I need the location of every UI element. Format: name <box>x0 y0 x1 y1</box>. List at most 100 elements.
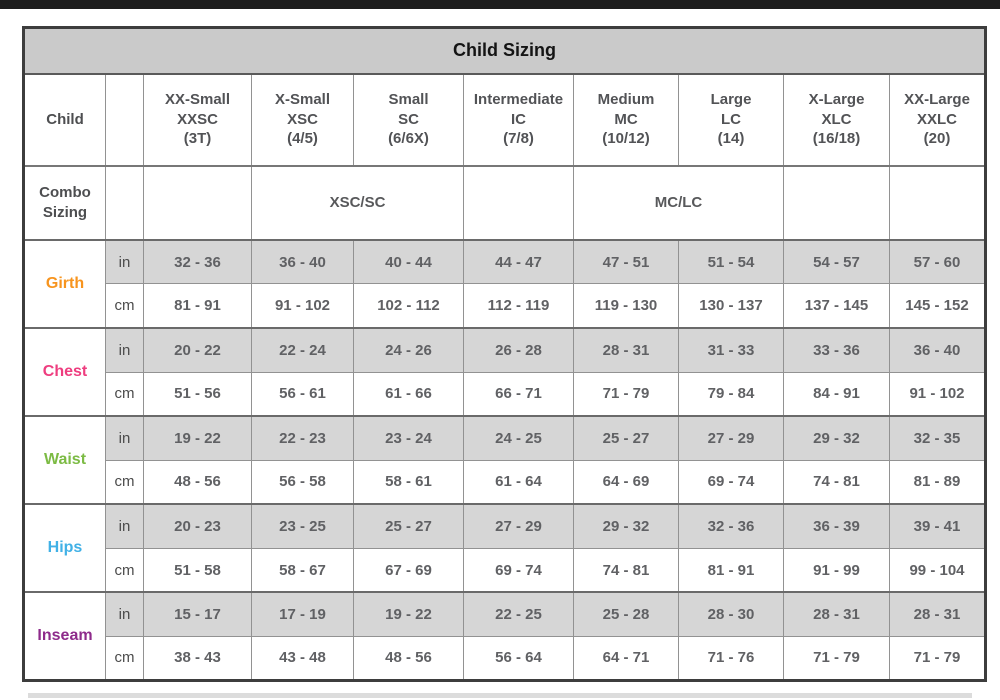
measure-label-waist: Waist <box>23 415 106 506</box>
data-cell: 23 - 25 <box>251 503 354 549</box>
data-cell: 102 - 112 <box>353 283 464 329</box>
column-header-name: X-Small <box>274 91 331 109</box>
column-header-code: XSC <box>287 110 318 128</box>
data-cell: 81 - 91 <box>678 547 784 594</box>
data-cell: 23 - 24 <box>353 415 464 461</box>
data-cell: 58 - 61 <box>353 459 464 506</box>
data-cell: 74 - 81 <box>783 459 890 506</box>
data-cell: 20 - 23 <box>143 503 252 549</box>
data-cell: 24 - 26 <box>353 327 464 373</box>
data-cell: 56 - 64 <box>463 635 574 682</box>
data-cell: 36 - 40 <box>251 239 354 285</box>
data-cell: 27 - 29 <box>678 415 784 461</box>
data-cell: 25 - 28 <box>573 591 679 637</box>
corner-label-child: Child <box>23 73 106 167</box>
table-row: cm 38 - 43 43 - 48 48 - 56 56 - 64 64 - 71 71 … <box>24 635 986 682</box>
data-cell: 64 - 69 <box>573 459 679 506</box>
column-header-code: MC <box>614 110 638 128</box>
data-cell: 91 - 102 <box>889 371 986 418</box>
column-header-code: SC <box>398 110 419 128</box>
column-header-alt: (10/12) <box>602 130 650 148</box>
data-cell: 61 - 66 <box>353 371 464 418</box>
unit-cm: cm <box>105 283 144 329</box>
unit-in: in <box>105 503 144 549</box>
data-cell: 22 - 23 <box>251 415 354 461</box>
data-cell: 51 - 58 <box>143 547 252 594</box>
column-header-lc: Large LC (14) <box>678 73 784 167</box>
column-header-name: Intermediate <box>473 91 564 109</box>
data-cell: 71 - 79 <box>573 371 679 418</box>
data-cell: 27 - 29 <box>463 503 574 549</box>
data-cell: 99 - 104 <box>889 547 986 594</box>
data-cell: 58 - 67 <box>251 547 354 594</box>
combo-cell <box>143 165 252 241</box>
data-cell: 28 - 31 <box>889 591 986 637</box>
data-cell: 22 - 25 <box>463 591 574 637</box>
column-header-name: Medium <box>597 91 655 109</box>
data-cell: 25 - 27 <box>573 415 679 461</box>
combo-cell <box>463 165 574 241</box>
data-cell: 57 - 60 <box>889 239 986 285</box>
column-header-code: XXLC <box>916 110 957 128</box>
data-cell: 39 - 41 <box>889 503 986 549</box>
data-cell: 28 - 30 <box>678 591 784 637</box>
data-cell: 69 - 74 <box>463 547 574 594</box>
unit-in: in <box>105 327 144 373</box>
column-header-ic: Intermediate IC (7/8) <box>463 73 574 167</box>
data-cell: 74 - 81 <box>573 547 679 594</box>
combo-cell: XSC/SC <box>251 165 464 241</box>
data-cell: 36 - 39 <box>783 503 890 549</box>
column-header-name: X-Large <box>808 91 865 109</box>
combo-cell <box>889 165 986 241</box>
data-cell: 71 - 79 <box>889 635 986 682</box>
data-cell: 91 - 102 <box>251 283 354 329</box>
data-cell: 119 - 130 <box>573 283 679 329</box>
table-row: Inseam in 15 - 17 17 - 19 19 - 22 22 - 25 25 -… <box>23 591 986 682</box>
measure-label-hips: Hips <box>23 503 106 594</box>
data-cell: 26 - 28 <box>463 327 574 373</box>
column-header-name: XX-Small <box>164 91 231 109</box>
column-header-xlc: X-Large XLC (16/18) <box>783 73 890 167</box>
unit-cm: cm <box>105 635 144 682</box>
table-row: Chest in 20 - 22 22 - 24 24 - 26 26 - 28 28 - … <box>23 327 986 418</box>
column-header-alt: (6/6X) <box>388 130 429 148</box>
unit-in: in <box>105 415 144 461</box>
data-cell: 69 - 74 <box>678 459 784 506</box>
combo-cell: MC/LC <box>573 165 784 241</box>
column-header-mc: Medium MC (10/12) <box>573 73 679 167</box>
column-header-name: Large <box>710 91 752 109</box>
column-header-alt: (20) <box>923 130 951 148</box>
data-cell: 22 - 24 <box>251 327 354 373</box>
data-cell: 71 - 79 <box>783 635 890 682</box>
data-cell: 91 - 99 <box>783 547 890 594</box>
table-row: Waist in 19 - 22 22 - 23 23 - 24 24 - 25 25 - … <box>23 415 986 506</box>
unit-cm: cm <box>105 547 144 594</box>
data-cell: 130 - 137 <box>678 283 784 329</box>
data-cell: 81 - 91 <box>143 283 252 329</box>
data-cell: 112 - 119 <box>463 283 574 329</box>
data-cell: 15 - 17 <box>143 591 252 637</box>
unit-cm: cm <box>105 459 144 506</box>
table-row: Hips in 20 - 23 23 - 25 25 - 27 27 - 29 29 - 3… <box>23 503 986 594</box>
column-header-alt: (14) <box>717 130 745 148</box>
unit-in: in <box>105 591 144 637</box>
data-cell: 44 - 47 <box>463 239 574 285</box>
data-cell: 29 - 32 <box>573 503 679 549</box>
table-title: Child Sizing <box>23 26 986 75</box>
data-cell: 64 - 71 <box>573 635 679 682</box>
data-cell: 137 - 145 <box>783 283 890 329</box>
data-cell: 19 - 22 <box>353 591 464 637</box>
data-cell: 81 - 89 <box>889 459 986 506</box>
combo-sizing-label: Combo Sizing <box>23 165 106 241</box>
column-header-xsc: X-Small XSC (4/5) <box>251 73 354 167</box>
data-cell: 17 - 19 <box>251 591 354 637</box>
data-cell: 48 - 56 <box>143 459 252 506</box>
data-cell: 33 - 36 <box>783 327 890 373</box>
data-cell: 20 - 22 <box>143 327 252 373</box>
data-cell: 29 - 32 <box>783 415 890 461</box>
table-row: cm 51 - 58 58 - 67 67 - 69 69 - 74 74 - 81 81 … <box>24 547 986 594</box>
column-header-sc: Small SC (6/6X) <box>353 73 464 167</box>
data-cell: 51 - 56 <box>143 371 252 418</box>
table-row: cm 51 - 56 56 - 61 61 - 66 66 - 71 71 - 79 79 … <box>24 371 986 418</box>
